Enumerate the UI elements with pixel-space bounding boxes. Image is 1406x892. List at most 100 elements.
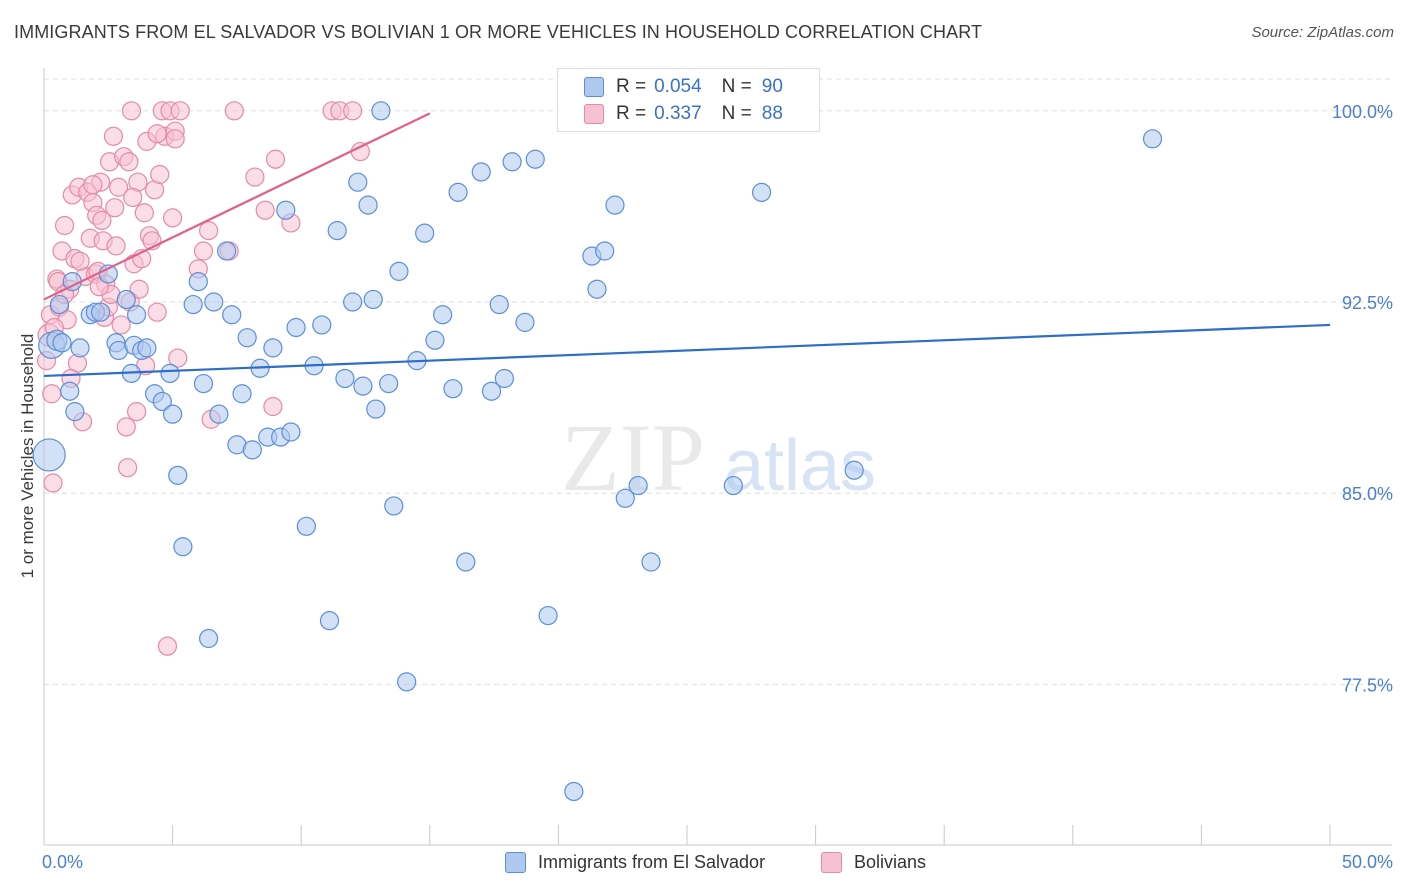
bolivian-point xyxy=(343,101,363,121)
bolivian-point xyxy=(111,315,131,335)
el-salvador-point xyxy=(137,338,157,358)
el-salvador-point xyxy=(193,373,214,394)
el-salvador-point xyxy=(232,384,252,404)
legend-n-value: 90 xyxy=(761,76,783,97)
legend-label-bolivians: Bolivians xyxy=(854,852,927,872)
el-salvador-point xyxy=(209,404,229,424)
bolivian-point xyxy=(134,203,154,223)
el-salvador-point xyxy=(49,294,70,315)
bolivian-point xyxy=(42,384,62,404)
bolivian-point xyxy=(170,101,190,121)
legend-swatch-blue xyxy=(584,77,604,97)
el-salvador-point xyxy=(587,279,607,299)
legend-r-value: 0.337 xyxy=(654,103,702,124)
el-salvador-point xyxy=(751,182,772,202)
bolivian-point xyxy=(83,175,103,195)
bolivian-point xyxy=(265,149,286,169)
legend-n-value: 88 xyxy=(761,103,783,124)
el-salvador-point xyxy=(319,611,340,631)
bolivian-point xyxy=(105,198,125,218)
el-salvador-point xyxy=(160,363,180,383)
y-tick-label: 77.5% xyxy=(1342,675,1393,695)
bolivian-point xyxy=(350,141,370,162)
el-salvador-point xyxy=(242,440,262,460)
el-salvador-point xyxy=(70,338,90,358)
el-salvador-point xyxy=(471,162,491,182)
el-salvador-point xyxy=(296,516,316,536)
bolivian-point xyxy=(168,348,188,368)
bolivian-point xyxy=(108,177,129,197)
el-salvador-point xyxy=(358,195,378,215)
bolivian-point xyxy=(147,302,167,322)
bolivian-point xyxy=(103,126,124,146)
bolivian-point xyxy=(70,251,90,271)
el-salvador-point xyxy=(335,368,355,389)
el-salvador-point xyxy=(222,305,242,325)
el-salvador-point xyxy=(456,552,476,572)
legend-row-bolivians: R = 0.337 N = 88 xyxy=(558,101,783,127)
el-salvador-point xyxy=(641,552,661,572)
el-salvador-point xyxy=(502,152,522,172)
el-salvador-point xyxy=(163,404,183,424)
bolivian-point xyxy=(165,129,185,149)
legend-n-label: N = xyxy=(721,103,752,124)
correlation-legend: R = 0.054 N = 90 R = 0.337 N = 88 xyxy=(557,68,820,132)
watermark: ZIP atlas xyxy=(561,404,876,511)
el-salvador-point xyxy=(204,292,224,312)
el-salvador-point xyxy=(276,200,296,220)
el-salvador-point xyxy=(116,289,136,310)
trend-lines xyxy=(43,112,1331,378)
el-salvador-point xyxy=(65,402,85,422)
bolivian-trend-line xyxy=(43,112,431,301)
el-salvador-point xyxy=(723,475,743,496)
legend-swatch-pink xyxy=(584,104,604,124)
bolivian-point xyxy=(126,402,147,422)
bolivian-point xyxy=(129,279,149,299)
el-salvador-point xyxy=(343,292,363,312)
el-salvador-point xyxy=(489,294,509,315)
el-salvador-point xyxy=(327,221,347,241)
grid-layer xyxy=(44,78,1392,685)
x-tick-label-min: 0.0% xyxy=(42,852,84,872)
x-tick-label-max: 50.0% xyxy=(1341,852,1393,872)
legend-r-label: R = xyxy=(616,76,647,97)
el-salvador-point xyxy=(363,289,383,310)
el-salvador-point xyxy=(605,195,625,215)
legend-item-bolivians[interactable]: Bolivians xyxy=(821,852,926,873)
bolivian-point xyxy=(117,458,138,478)
bolivian-point xyxy=(224,101,244,121)
bolivian-point xyxy=(121,101,142,121)
el-salvador-point xyxy=(286,317,306,338)
bolivian-point xyxy=(193,241,214,261)
el-salvador-point xyxy=(60,381,80,401)
legend-item-el-salvador[interactable]: Immigrants from El Salvador xyxy=(505,852,765,873)
el-salvador-point xyxy=(371,101,391,121)
bolivian-point xyxy=(123,187,143,208)
el-salvador-point xyxy=(433,305,453,325)
bolivian-point xyxy=(163,208,183,228)
bolivian-point xyxy=(147,124,167,144)
el-salvador-points xyxy=(32,101,1163,802)
bolivian-point xyxy=(255,200,275,220)
el-salvador-point xyxy=(348,172,368,192)
el-salvador-point xyxy=(415,223,435,243)
bolivian-point xyxy=(245,167,265,187)
el-salvador-point xyxy=(443,379,463,399)
el-salvador-point xyxy=(188,271,208,292)
el-salvador-point xyxy=(481,381,502,401)
el-salvador-point xyxy=(389,261,409,281)
el-salvador-point xyxy=(366,399,386,419)
el-salvador-point xyxy=(397,672,417,692)
el-salvador-point xyxy=(126,305,147,325)
y-tick-labels: 100.0% 92.5% 85.0% 77.5% xyxy=(1332,102,1393,696)
el-salvador-point xyxy=(90,302,111,322)
el-salvador-point xyxy=(199,628,219,649)
el-salvador-point xyxy=(1142,129,1163,149)
el-salvador-point xyxy=(384,496,404,516)
el-salvador-point xyxy=(173,537,193,557)
legend-label-el-salvador: Immigrants from El Salvador xyxy=(538,852,766,872)
el-salvador-point xyxy=(538,605,558,626)
y-tick-label: 100.0% xyxy=(1332,102,1393,122)
el-salvador-point xyxy=(515,312,535,332)
el-salvador-point xyxy=(152,391,172,412)
